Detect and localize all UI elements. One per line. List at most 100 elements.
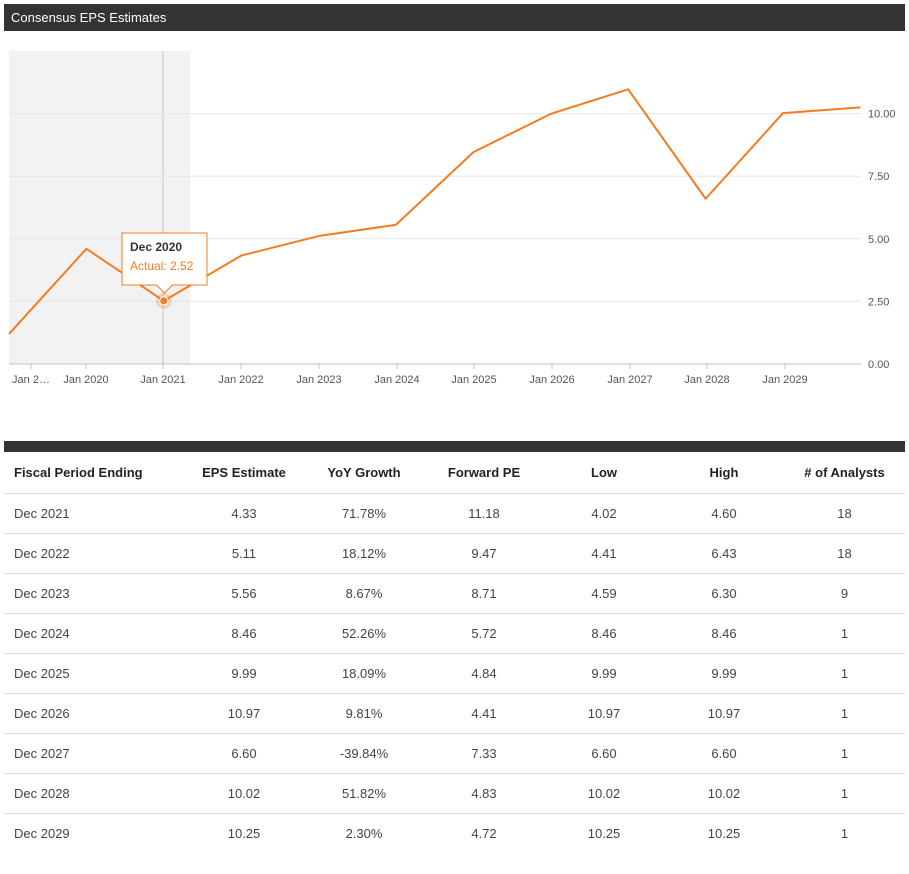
y-tick-label: 10.00 bbox=[868, 109, 896, 121]
column-header: High bbox=[664, 452, 784, 494]
table-cell: Dec 2023 bbox=[4, 573, 184, 614]
tooltip: Dec 2020 Actual: 2.52 bbox=[121, 232, 208, 294]
data-point[interactable] bbox=[624, 85, 632, 93]
x-tick-label: Jan 2027 bbox=[607, 374, 652, 386]
data-point[interactable] bbox=[82, 245, 90, 253]
eps-estimates-table: Fiscal Period Ending EPS Estimate YoY Grow… bbox=[4, 452, 905, 853]
table-cell: Dec 2022 bbox=[4, 533, 184, 574]
table-cell: 1 bbox=[784, 613, 905, 654]
table-cell: 10.02 bbox=[544, 773, 664, 814]
table-cell: 4.83 bbox=[424, 773, 544, 814]
data-point[interactable] bbox=[5, 330, 13, 338]
x-tick-label: Jan 2024 bbox=[374, 374, 419, 386]
data-point[interactable] bbox=[237, 252, 245, 260]
table-cell: 5.56 bbox=[184, 573, 304, 614]
table-cell: 1 bbox=[784, 773, 905, 814]
hover-data-point[interactable] bbox=[159, 296, 169, 306]
table-row: Dec 2028 10.02 51.82% 4.83 10.02 10.02 1 bbox=[4, 773, 905, 814]
table-cell: -39.84% bbox=[304, 733, 424, 774]
table-cell: Dec 2024 bbox=[4, 613, 184, 654]
tooltip-title: Dec 2020 bbox=[130, 240, 182, 254]
data-point[interactable] bbox=[547, 110, 555, 118]
table-header-row: Fiscal Period Ending EPS Estimate YoY Grow… bbox=[4, 452, 905, 494]
column-header: Forward PE bbox=[424, 452, 544, 494]
table-cell: 18 bbox=[784, 493, 905, 534]
table-cell: 10.97 bbox=[544, 693, 664, 734]
eps-series-line bbox=[8, 88, 861, 335]
table-cell: 4.60 bbox=[664, 493, 784, 534]
x-tick-label: Jan 2026 bbox=[529, 374, 574, 386]
x-tick-label: Jan 2… bbox=[12, 374, 50, 386]
column-header: # of Analysts bbox=[784, 452, 905, 494]
table-cell: 10.97 bbox=[664, 693, 784, 734]
table-cell: 9.99 bbox=[664, 653, 784, 694]
table-cell: 9 bbox=[784, 573, 905, 614]
y-tick-label: 2.50 bbox=[868, 296, 889, 308]
x-tick-label: Jan 2028 bbox=[684, 374, 729, 386]
table-cell: 8.46 bbox=[664, 613, 784, 654]
table-cell: 6.60 bbox=[544, 733, 664, 774]
table-cell: 5.72 bbox=[424, 613, 544, 654]
table-row: Dec 2026 10.97 9.81% 4.41 10.97 10.97 1 bbox=[4, 693, 905, 734]
column-header: EPS Estimate bbox=[184, 452, 304, 494]
table-cell: 4.33 bbox=[184, 493, 304, 534]
table-cell: 10.02 bbox=[664, 773, 784, 814]
table-cell: 4.59 bbox=[544, 573, 664, 614]
table-cell: 1 bbox=[784, 693, 905, 734]
data-point[interactable] bbox=[469, 148, 477, 156]
table-cell: 4.41 bbox=[424, 693, 544, 734]
table-row: Dec 2021 4.33 71.78% 11.18 4.02 4.60 18 bbox=[4, 493, 905, 534]
table-cell: 71.78% bbox=[304, 493, 424, 534]
table-cell: 11.18 bbox=[424, 493, 544, 534]
table-cell: 4.02 bbox=[544, 493, 664, 534]
data-point[interactable] bbox=[392, 221, 400, 229]
chart-panel-title: Consensus EPS Estimates bbox=[4, 4, 905, 31]
data-point[interactable] bbox=[779, 109, 787, 117]
table-row: Dec 2022 5.11 18.12% 9.47 4.41 6.43 18 bbox=[4, 533, 905, 574]
table-cell: 8.71 bbox=[424, 573, 544, 614]
column-header: Low bbox=[544, 452, 664, 494]
table-cell: 1 bbox=[784, 733, 905, 774]
hover-highlight-band bbox=[9, 51, 190, 364]
column-header: Fiscal Period Ending bbox=[4, 452, 184, 494]
table-cell: 1 bbox=[784, 653, 905, 694]
table-cell: 6.30 bbox=[664, 573, 784, 614]
y-tick-label: 0.00 bbox=[868, 359, 889, 371]
table-cell: 10.97 bbox=[184, 693, 304, 734]
table-cell: 9.99 bbox=[184, 653, 304, 694]
table-row: Dec 2025 9.99 18.09% 4.84 9.99 9.99 1 bbox=[4, 653, 905, 694]
table-cell: 8.67% bbox=[304, 573, 424, 614]
y-tick-label: 5.00 bbox=[868, 234, 889, 246]
table-row: Dec 2024 8.46 52.26% 5.72 8.46 8.46 1 bbox=[4, 613, 905, 654]
x-tick-label: Jan 2023 bbox=[296, 374, 341, 386]
data-point[interactable] bbox=[856, 103, 864, 111]
table-cell: 7.33 bbox=[424, 733, 544, 774]
table-cell: 18 bbox=[784, 533, 905, 574]
table-cell: 8.46 bbox=[184, 613, 304, 654]
table-cell: 18.12% bbox=[304, 533, 424, 574]
x-tick-label: Jan 2025 bbox=[451, 374, 496, 386]
x-tick-label: Jan 2020 bbox=[63, 374, 108, 386]
table-cell: Dec 2029 bbox=[14, 826, 70, 841]
eps-line-chart[interactable]: Jan 2… Jan 2020 Jan 2021 Jan 2022 Jan 2023 Ja… bbox=[0, 31, 909, 431]
table-cell: 52.26% bbox=[304, 613, 424, 654]
data-point[interactable] bbox=[315, 232, 323, 240]
x-tick-label: Jan 2029 bbox=[762, 374, 807, 386]
x-tick-label: Jan 2021 bbox=[140, 374, 185, 386]
table-row: Dec 2023 5.56 8.67% 8.71 4.59 6.30 9 bbox=[4, 573, 905, 614]
data-point[interactable] bbox=[702, 195, 710, 203]
table-cell: 9.47 bbox=[424, 533, 544, 574]
table-cell: 4.41 bbox=[544, 533, 664, 574]
y-tick-label: 7.50 bbox=[868, 171, 889, 183]
table-cell: 10.25 bbox=[707, 826, 741, 841]
table-cell: 10.02 bbox=[184, 773, 304, 814]
table-cell: 10.25 bbox=[227, 826, 261, 841]
table-cell: 1 bbox=[840, 826, 849, 841]
table-row: Dec 2029 10.25 2.30% 4.72 10.25 10.25 1 bbox=[4, 814, 905, 854]
table-cell: 9.99 bbox=[544, 653, 664, 694]
table-cell: Dec 2027 bbox=[4, 733, 184, 774]
table-cell: 8.46 bbox=[544, 613, 664, 654]
table-cell: 10.25 bbox=[587, 826, 621, 841]
table-cell: 4.72 bbox=[471, 826, 497, 841]
tooltip-value: Actual: 2.52 bbox=[130, 259, 194, 273]
